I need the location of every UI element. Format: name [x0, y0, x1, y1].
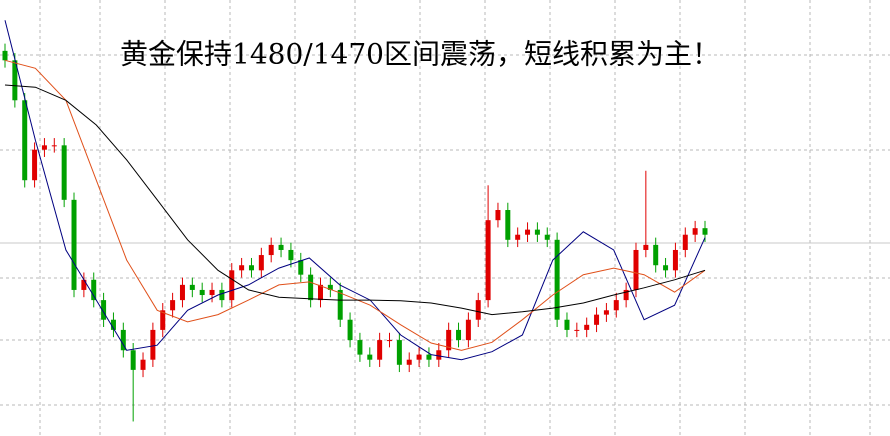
candle-body: [396, 340, 402, 365]
candle-body: [475, 300, 481, 320]
candle-body: [377, 340, 383, 360]
candle-body: [347, 319, 353, 341]
candle-body: [416, 354, 422, 360]
candle-body: [258, 255, 264, 271]
candle-body: [613, 300, 619, 311]
candle-body: [81, 279, 87, 290]
candle-body: [317, 284, 323, 301]
candle-body: [672, 249, 678, 271]
candle-body: [288, 249, 294, 261]
candle-body: [32, 149, 38, 181]
candle-body: [120, 329, 126, 351]
candle-body: [702, 228, 708, 235]
candle-body: [505, 210, 511, 240]
candle-body: [495, 210, 501, 221]
candle-body: [239, 265, 245, 271]
candle-body: [150, 329, 156, 360]
candle-body: [406, 359, 412, 365]
candle-body: [51, 145, 57, 147]
candle-body: [485, 220, 491, 301]
candle-body: [436, 350, 442, 360]
candle-body: [209, 289, 215, 296]
candle-body: [298, 260, 304, 275]
candle-body: [357, 340, 363, 355]
candle-body: [682, 234, 688, 250]
candle-body: [643, 244, 649, 250]
candle-body: [426, 354, 432, 360]
candle-body: [91, 279, 97, 301]
candle-body: [692, 228, 698, 235]
candle-body: [663, 265, 669, 271]
candle-body: [229, 270, 235, 301]
candle-body: [2, 50, 8, 61]
candle-body: [12, 60, 18, 101]
candle-body: [515, 234, 521, 240]
candle-body: [594, 314, 600, 325]
candle-body: [603, 310, 609, 315]
moving-average-line: [4, 59, 706, 351]
candle-body: [41, 145, 47, 150]
candle-body: [61, 145, 67, 200]
candle-body: [554, 239, 560, 320]
candle-body: [653, 244, 659, 266]
candle-body: [534, 229, 540, 235]
candle-body: [140, 359, 146, 370]
candle-body: [465, 319, 471, 341]
candle-body: [22, 100, 28, 181]
chart-title: 黄金保持1480/1470区间震荡，短线积累为主！: [120, 38, 720, 71]
candle-body: [446, 329, 452, 351]
candle-body: [268, 244, 274, 256]
candle-body: [633, 249, 639, 290]
candle-body: [308, 274, 314, 301]
candle-body: [278, 244, 284, 250]
candle-body: [101, 300, 107, 320]
candle-body: [248, 265, 254, 271]
candle-body: [170, 300, 176, 311]
candle-body: [160, 310, 166, 330]
candle-body: [327, 284, 333, 290]
candle-body: [623, 289, 629, 301]
candle-body: [387, 340, 393, 342]
moving-average-line: [4, 84, 706, 316]
candle-body: [564, 319, 570, 330]
candle-body: [110, 319, 116, 330]
candle-body: [219, 289, 225, 301]
candle-body: [189, 284, 195, 290]
candle-body: [367, 354, 373, 360]
candle-body: [199, 289, 205, 296]
candle-body: [525, 229, 531, 235]
moving-average-line: [4, 20, 706, 361]
candle-body: [337, 289, 343, 320]
candle-body: [584, 324, 590, 330]
candle-body: [130, 350, 136, 370]
candle-body: [71, 199, 77, 290]
candle-body: [544, 234, 550, 240]
candle-body: [456, 329, 462, 341]
candle-body: [179, 284, 185, 301]
candle-body: [574, 329, 580, 331]
